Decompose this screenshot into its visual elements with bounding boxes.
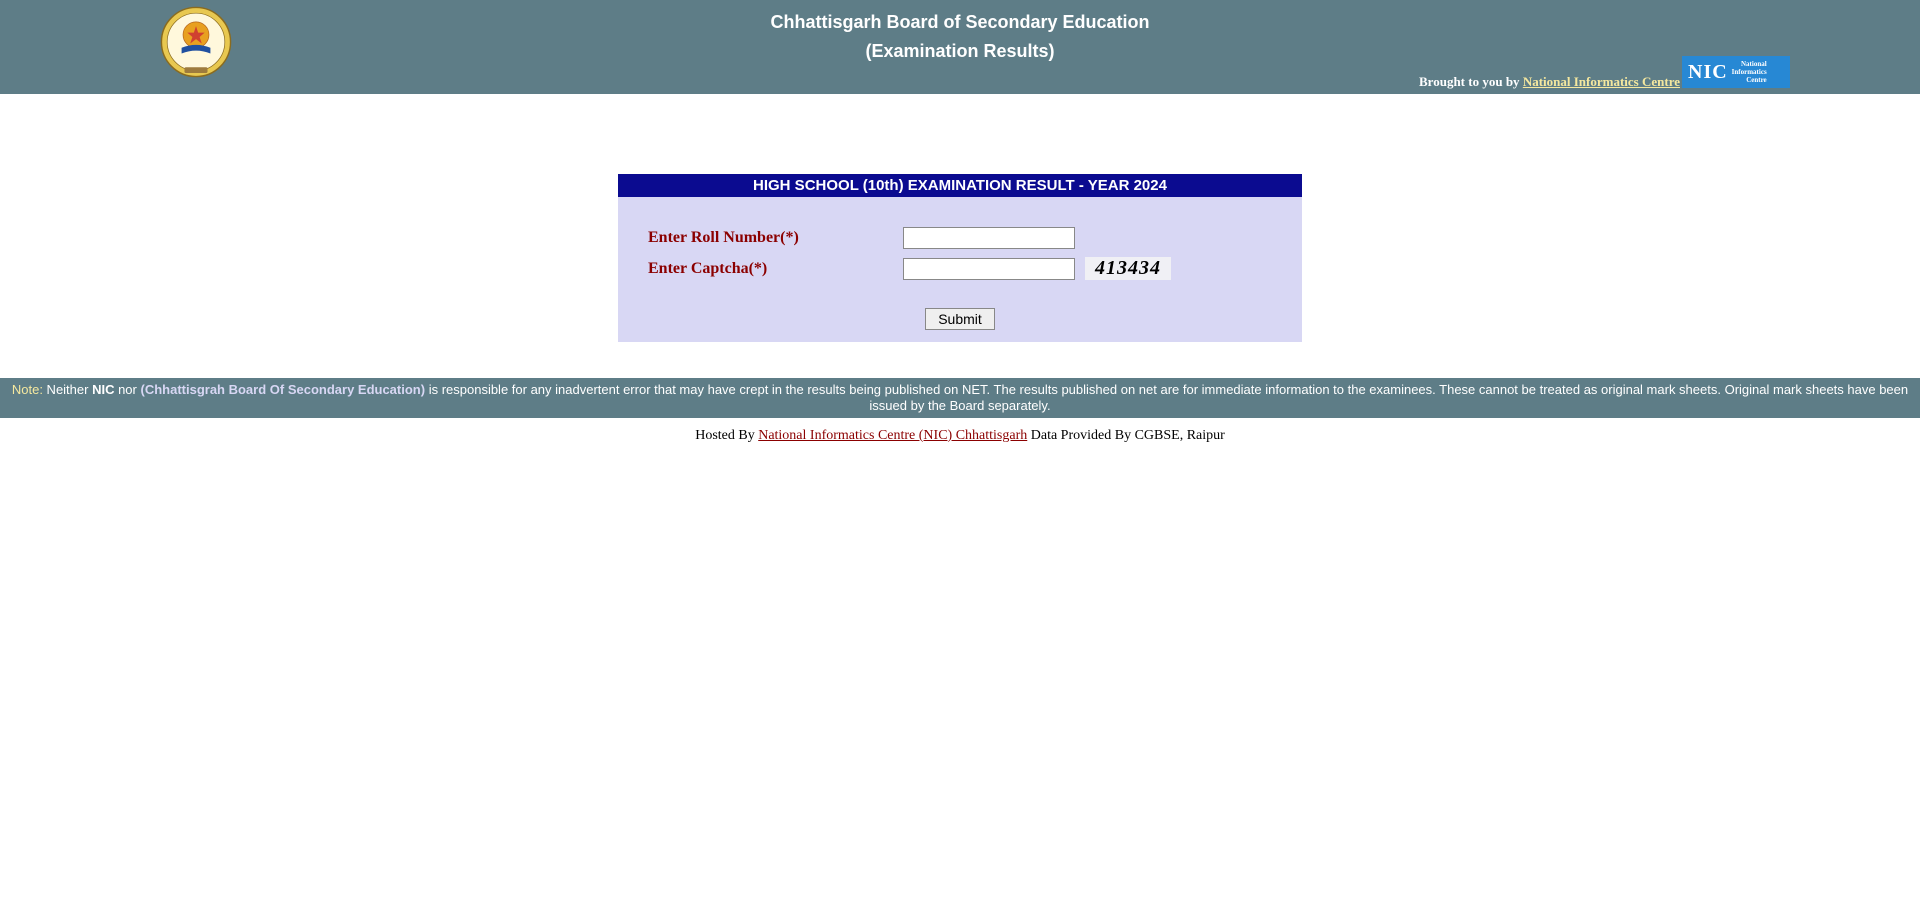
- result-form-container: HIGH SCHOOL (10th) EXAMINATION RESULT - …: [618, 174, 1302, 342]
- board-logo-icon: [160, 6, 232, 78]
- page-header: Chhattisgarh Board of Secondary Educatio…: [0, 0, 1920, 94]
- disclaimer-bar: Note: Neither NIC nor (Chhattisgrah Boar…: [0, 378, 1920, 418]
- form-body: Enter Roll Number(*) Enter Captcha(*) 41…: [618, 197, 1302, 342]
- data-provided: Data Provided By CGBSE, Raipur: [1027, 428, 1225, 443]
- nic-badge-subtext: National Informatics Centre: [1732, 60, 1767, 84]
- nic-badge-icon: NIC National Informatics Centre: [1682, 56, 1790, 88]
- header-subtitle: (Examination Results): [0, 41, 1920, 62]
- brought-by-line: Brought to you by National Informatics C…: [0, 74, 1920, 90]
- hosted-link[interactable]: National Informatics Centre (NIC) Chhatt…: [758, 428, 1027, 443]
- submit-row: Submit: [648, 308, 1272, 330]
- submit-button[interactable]: Submit: [925, 308, 995, 330]
- captcha-display: 413434: [1085, 257, 1171, 280]
- note-prefix: Note:: [12, 382, 43, 397]
- note-board: (Chhattisgrah Board Of Secondary Educati…: [140, 382, 425, 397]
- form-title: HIGH SCHOOL (10th) EXAMINATION RESULT - …: [618, 174, 1302, 197]
- note-nic: NIC: [92, 382, 114, 397]
- captcha-input[interactable]: [903, 258, 1075, 280]
- roll-number-label: Enter Roll Number(*): [648, 229, 903, 247]
- roll-number-input[interactable]: [903, 227, 1075, 249]
- roll-number-row: Enter Roll Number(*): [648, 227, 1272, 249]
- footer-hosted: Hosted By National Informatics Centre (N…: [0, 428, 1920, 444]
- header-title: Chhattisgarh Board of Secondary Educatio…: [0, 12, 1920, 33]
- note-text: is responsible for any inadvertent error…: [425, 382, 1908, 413]
- brought-by-prefix: Brought to you by: [1419, 74, 1523, 89]
- nic-link[interactable]: National Informatics Centre: [1523, 74, 1680, 89]
- main-content: HIGH SCHOOL (10th) EXAMINATION RESULT - …: [0, 174, 1920, 342]
- hosted-prefix: Hosted By: [695, 428, 758, 443]
- nic-badge-text: NIC: [1688, 61, 1728, 84]
- captcha-row: Enter Captcha(*) 413434: [648, 257, 1272, 280]
- captcha-label: Enter Captcha(*): [648, 260, 903, 278]
